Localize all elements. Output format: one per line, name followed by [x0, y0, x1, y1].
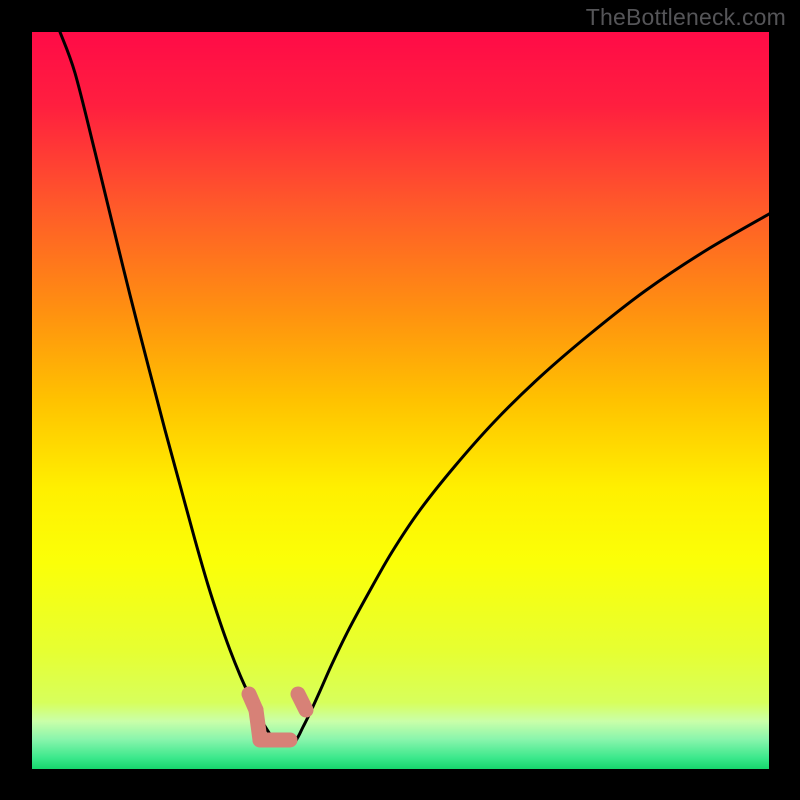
watermark-text: TheBottleneck.com [586, 4, 786, 31]
chart-svg [0, 0, 800, 800]
chart-container: TheBottleneck.com [0, 0, 800, 800]
plot-background [32, 32, 769, 769]
